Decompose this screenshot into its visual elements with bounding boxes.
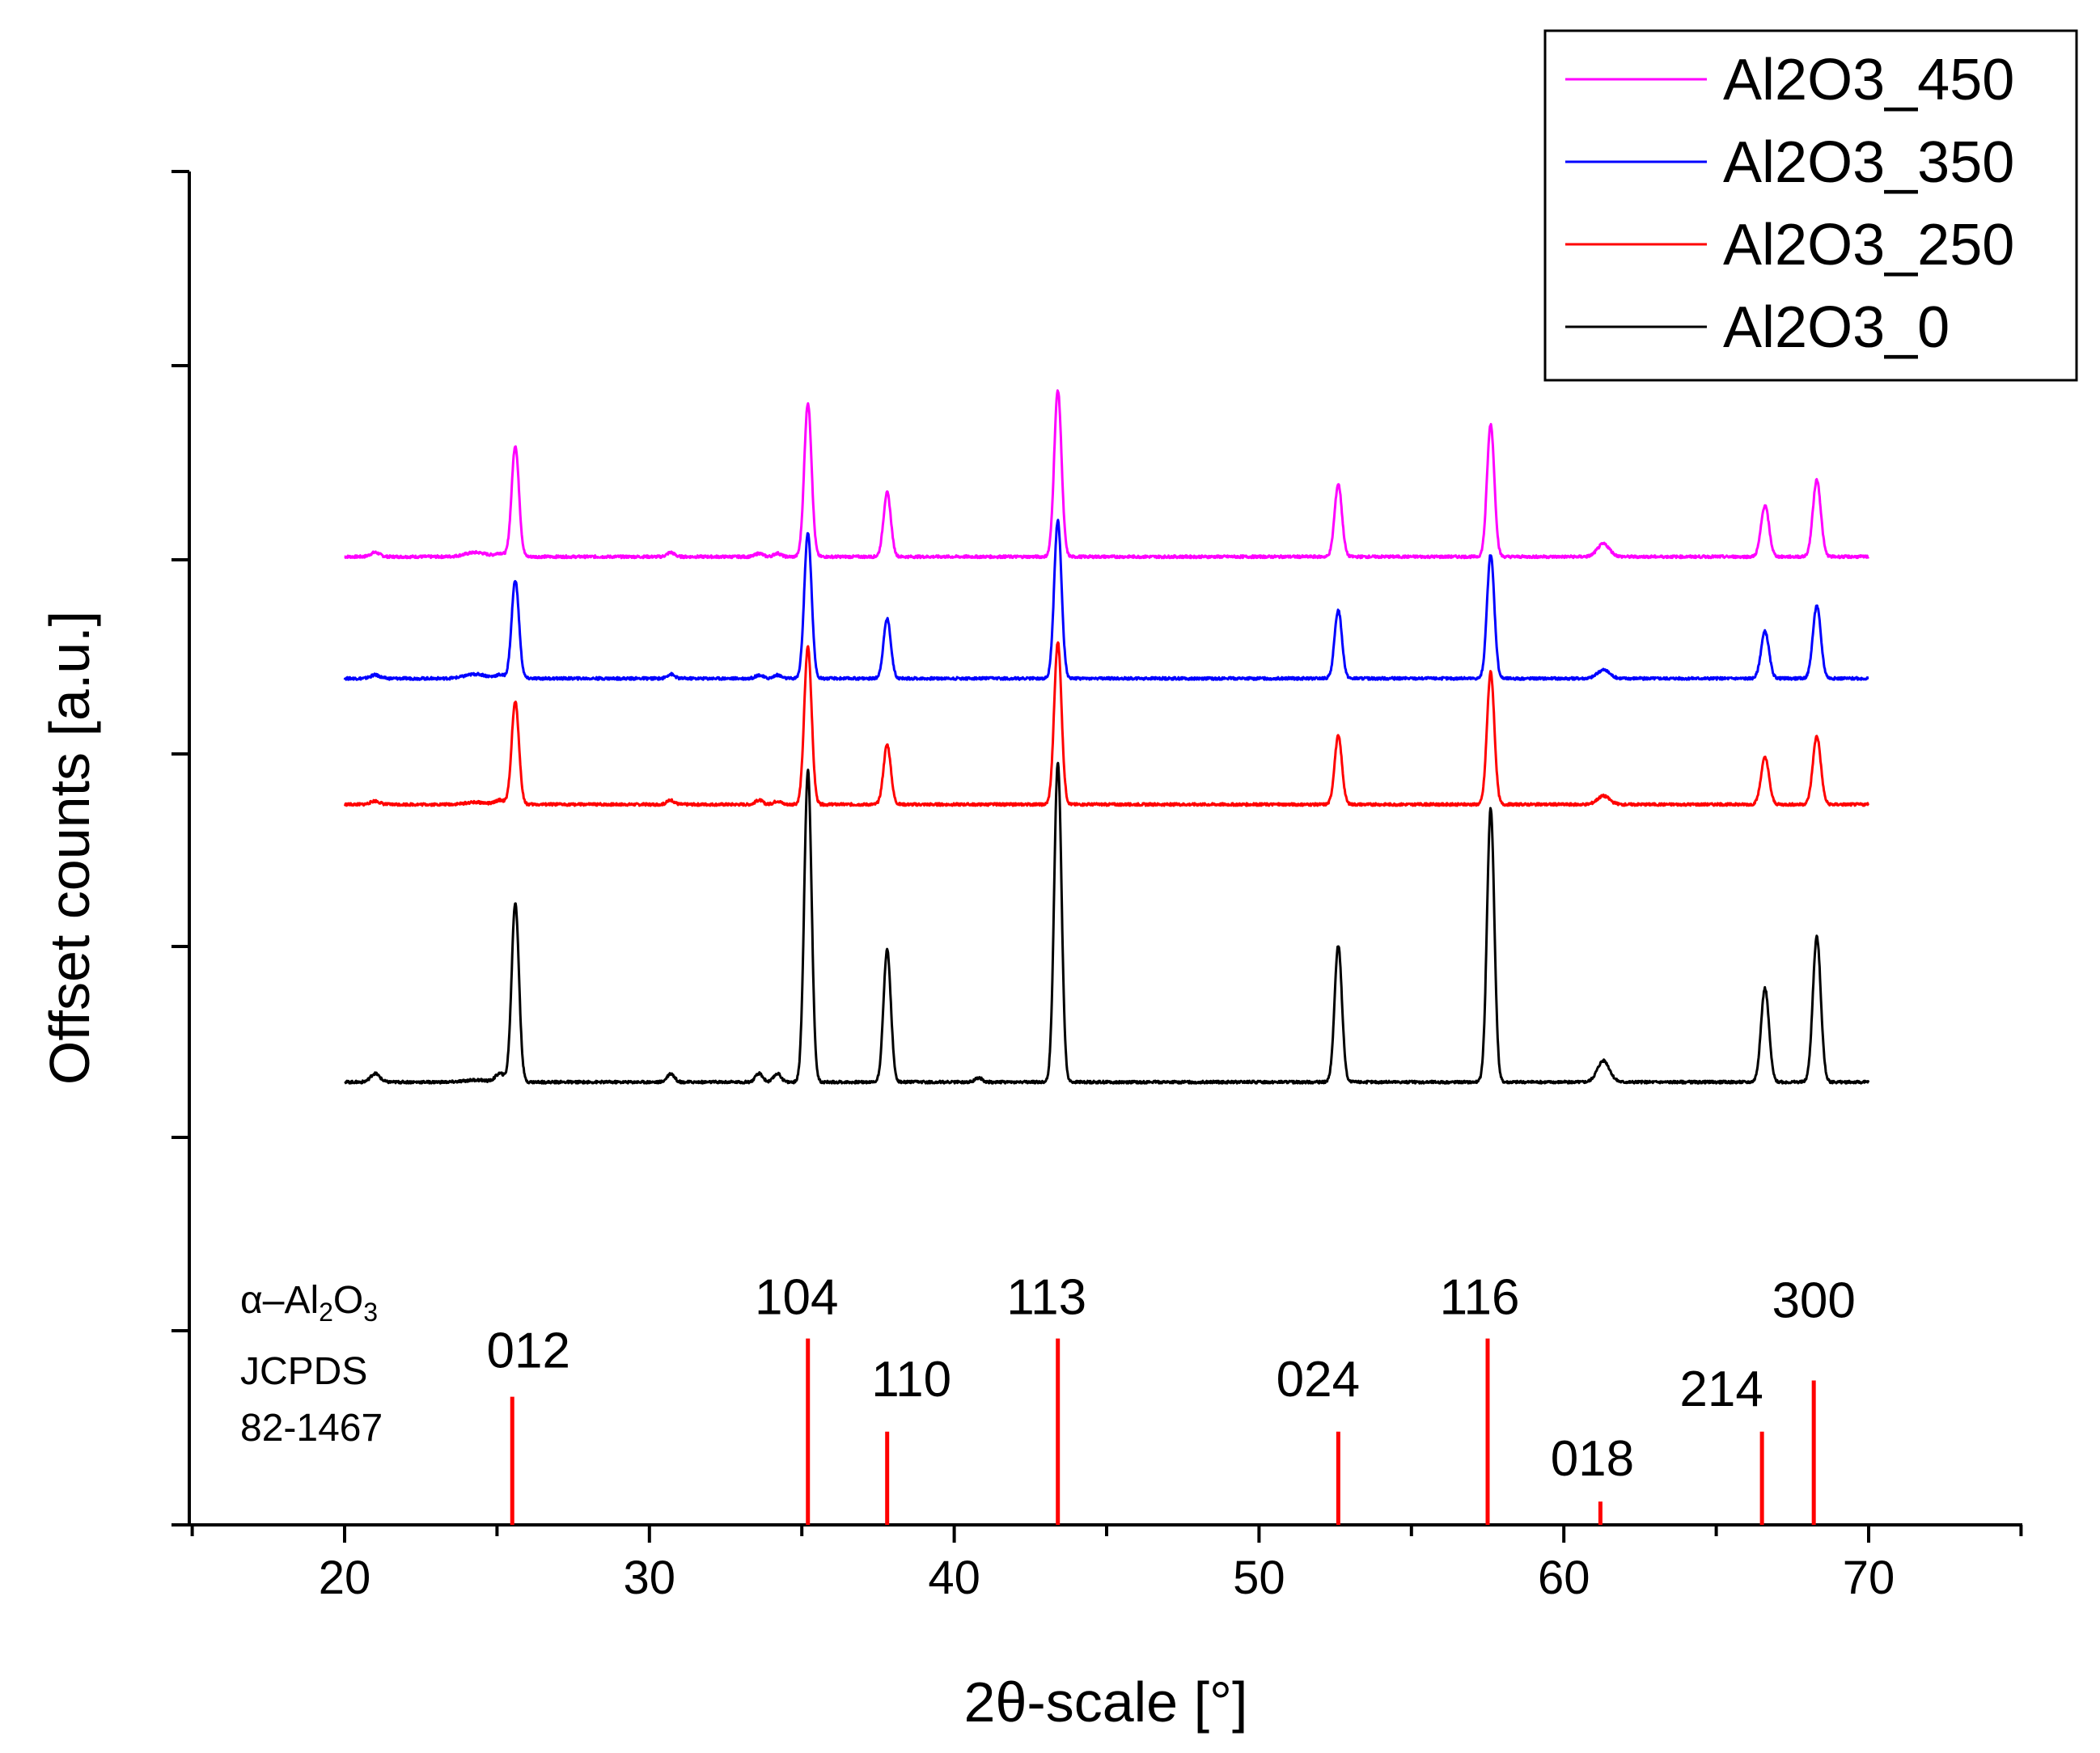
reference-pattern: α–Al2O3 JCPDS 82-1467 012 104 110 113 024 116…: [240, 1270, 1856, 1525]
legend: Al2O3_450 Al2O3_350 Al2O3_250 Al2O3_0: [1543, 29, 2078, 382]
series-group: [343, 389, 1870, 1085]
series-line-Al2O3_250: [343, 641, 1869, 807]
hkl-label-113: 113: [1006, 1270, 1086, 1326]
axes: 20 30 40 50 60 70 2θ-scale [°] Offset counts …: [38, 170, 2023, 1734]
hkl-label-104: 104: [755, 1270, 838, 1326]
x-tick-label-40: 40: [928, 1552, 980, 1604]
legend-box: [1543, 29, 2078, 382]
x-tick-label-70: 70: [1843, 1552, 1895, 1604]
hkl-label-300: 300: [1772, 1272, 1855, 1328]
hkl-label-024: 024: [1277, 1352, 1360, 1408]
hkl-label-214: 214: [1679, 1361, 1763, 1417]
y-ticks: [171, 170, 189, 1526]
y-axis-title: Offset counts [a.u.]: [38, 611, 101, 1085]
hkl-label-116: 116: [1440, 1270, 1520, 1326]
hkl-label-012: 012: [487, 1323, 570, 1379]
legend-label-Al2O3_250: Al2O3_250: [1723, 213, 2014, 277]
legend-label-Al2O3_0: Al2O3_0: [1723, 295, 1950, 360]
x-axis-title: 2θ-scale [°]: [964, 1670, 1248, 1734]
x-tick-label-30: 30: [624, 1552, 676, 1604]
reference-card-number: 82-1467: [240, 1407, 383, 1450]
reference-phase-label: α–Al2O3: [240, 1279, 378, 1327]
legend-items: Al2O3_450 Al2O3_350 Al2O3_250 Al2O3_0: [1565, 48, 2014, 360]
legend-label-Al2O3_350: Al2O3_350: [1723, 130, 2014, 195]
reference-jcpds-label: JCPDS: [240, 1350, 367, 1393]
x-tick-label-20: 20: [319, 1552, 371, 1604]
x-tick-label-60: 60: [1538, 1552, 1590, 1604]
hkl-label-110: 110: [871, 1352, 951, 1408]
series-line-Al2O3_350: [343, 519, 1869, 681]
legend-label-Al2O3_450: Al2O3_450: [1723, 48, 2014, 112]
series-line-Al2O3_450: [344, 389, 1870, 560]
x-ticks: 20 30 40 50 60 70: [190, 1525, 2023, 1604]
hkl-label-018: 018: [1551, 1431, 1634, 1487]
x-tick-label-50: 50: [1233, 1552, 1285, 1604]
series-line-Al2O3_0: [344, 761, 1870, 1085]
